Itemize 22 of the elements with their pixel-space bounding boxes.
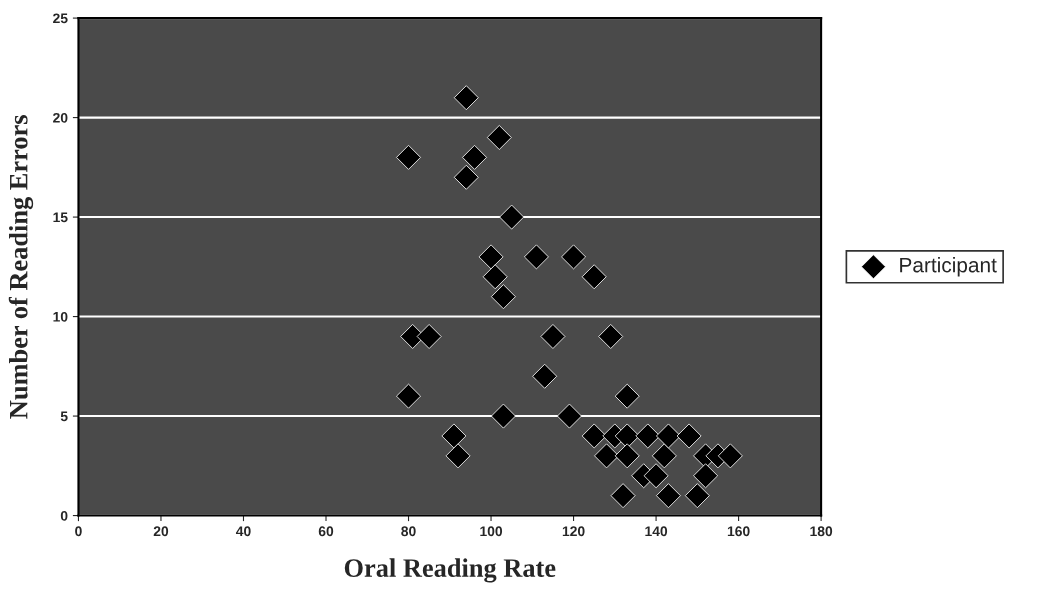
x-tick-label: 60 (318, 526, 334, 537)
point (717, 443, 743, 469)
legend-label: Participant (900, 257, 997, 277)
x-tick-label: 20 (153, 526, 169, 537)
y-axis-title: Number of Reading Errors (8, 115, 34, 419)
x-tick-label: 120 (562, 526, 585, 537)
y-tick-label: 10 (53, 311, 68, 322)
x-tick-label: 80 (401, 526, 416, 537)
y-tick-label: 20 (53, 112, 68, 123)
x-axis-title: Oral Reading Rate (344, 558, 556, 583)
y-tick-label: 0 (60, 510, 68, 521)
y-tick-label: 25 (53, 13, 68, 24)
x-tick-label: 180 (810, 526, 833, 537)
x-tick-label: 40 (235, 526, 251, 537)
x-tick-label: 160 (727, 526, 750, 537)
x-tick-label: 140 (645, 526, 668, 537)
y-tick-label: 5 (60, 411, 68, 422)
x-tick-label: 100 (480, 526, 503, 537)
y-tick-label: 15 (53, 212, 68, 223)
point (598, 324, 624, 349)
point (453, 164, 479, 190)
x-tick-label: 0 (75, 526, 82, 537)
